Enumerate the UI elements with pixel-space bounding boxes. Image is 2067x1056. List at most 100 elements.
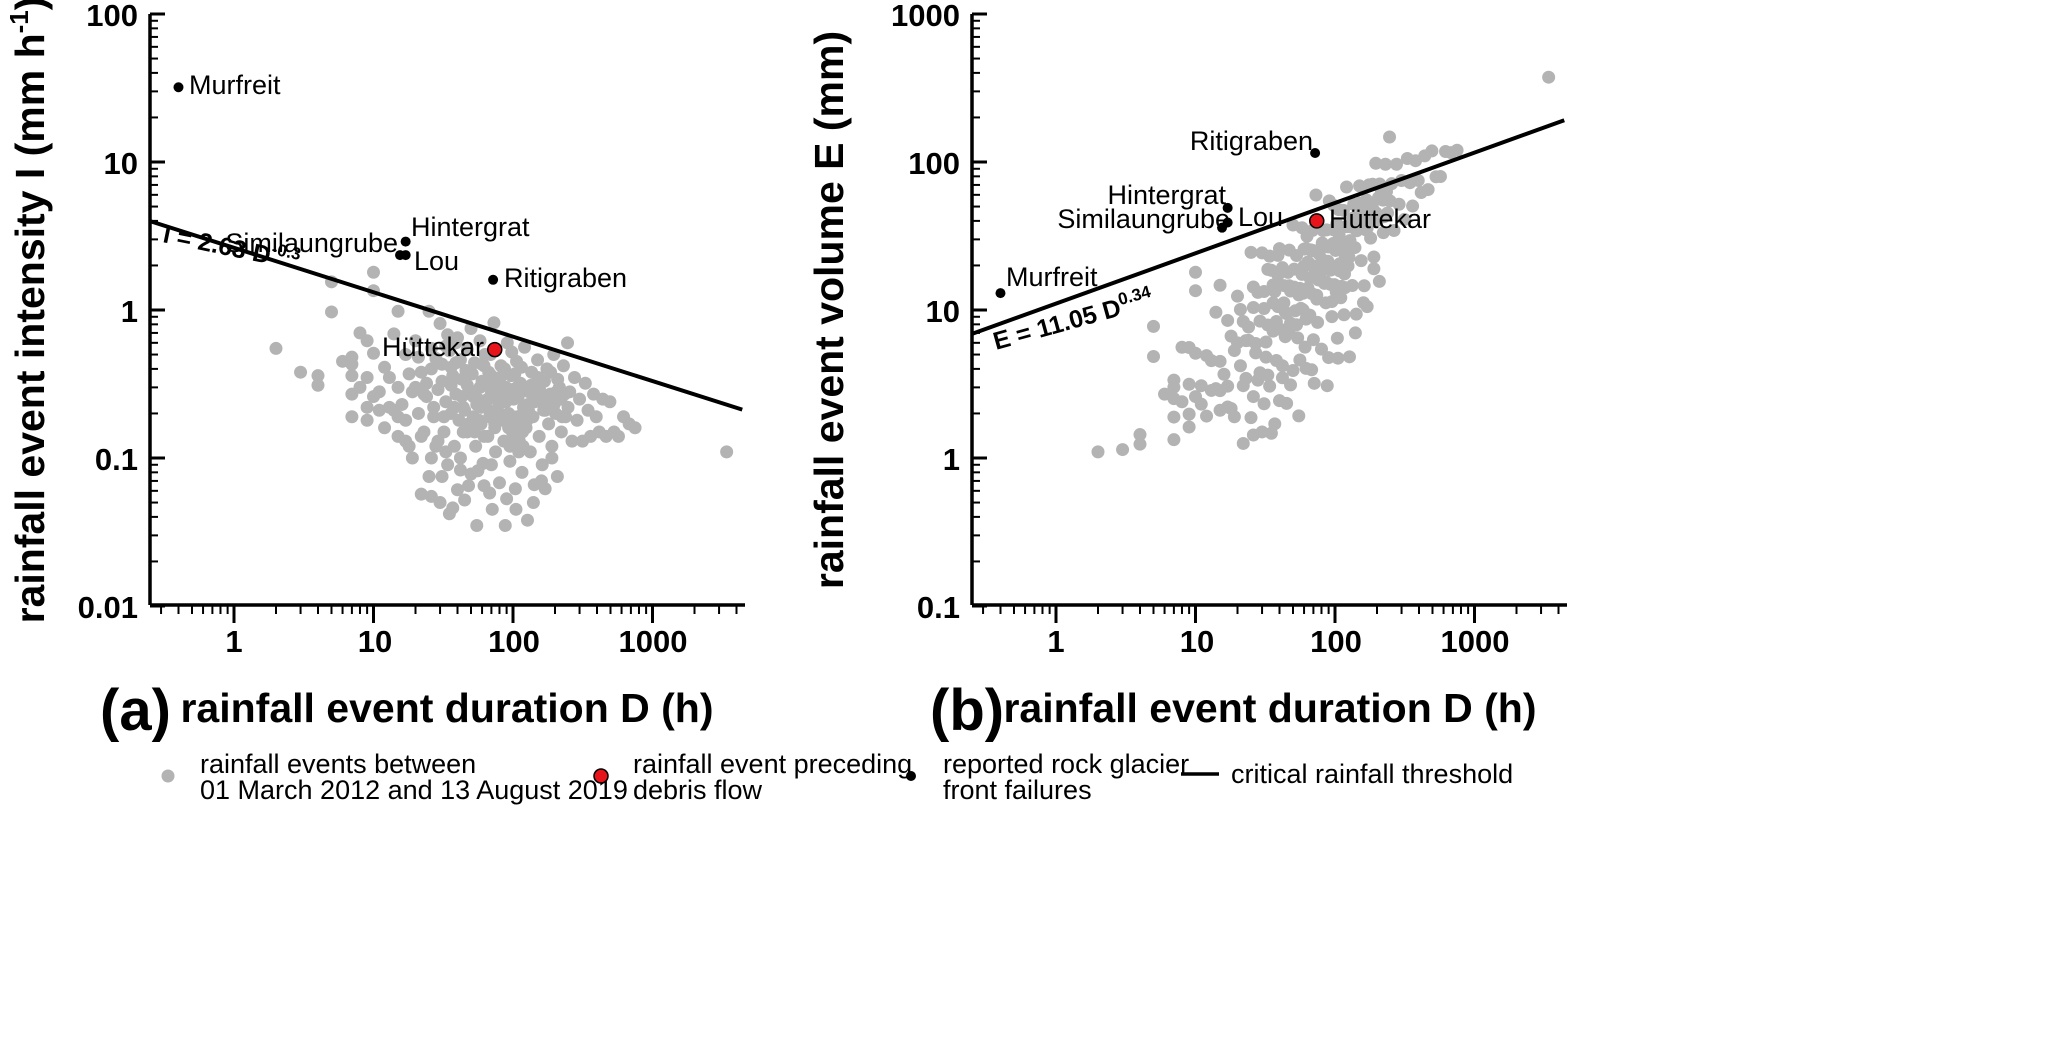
rainfall-event-point: [460, 343, 474, 357]
rainfall-event-point: [1244, 411, 1258, 425]
y-tick-label: 10: [104, 146, 138, 181]
y-tick-label: 0.01: [78, 590, 138, 625]
rainfall-event-point: [1221, 400, 1235, 414]
failure-label-lou-a: Lou: [414, 246, 459, 276]
rainfall-event-point: [1311, 315, 1325, 329]
rainfall-event-point: [1213, 278, 1227, 292]
rainfall-event-point: [1236, 436, 1250, 450]
rainfall-event-point: [509, 502, 523, 516]
rainfall-event-point: [1542, 70, 1556, 84]
legend-label-black-line2: front failures: [943, 775, 1092, 805]
rainfall-event-point: [1371, 191, 1385, 205]
x-tick-label: 10: [358, 624, 392, 659]
rainfall-event-point: [1330, 331, 1344, 345]
y-axis-label-a: rainfall event intensity I (mm h-1): [4, 0, 53, 623]
rainfall-event-point: [417, 387, 431, 401]
rainfall-event-point: [1332, 228, 1346, 242]
rainfall-event-point: [1372, 274, 1386, 288]
x-tick-label: 1000: [619, 624, 688, 659]
rainfall-event-point: [447, 400, 461, 414]
rainfall-event-point: [382, 370, 396, 384]
rainfall-event-point: [475, 357, 489, 371]
rainfall-event-point: [532, 429, 546, 443]
panel-b: 1000 100 10 1 0.1 1 10 100 1000 rainfall…: [806, 0, 1567, 743]
failure-label-murfreit-b: Murfreit: [1006, 262, 1098, 292]
rainfall-event-point: [395, 397, 409, 411]
rainfall-event-point: [414, 365, 428, 379]
rainfall-event-point: [439, 445, 453, 459]
rainfall-event-point: [565, 434, 579, 448]
rainfall-event-point: [439, 339, 453, 353]
rainfall-event-point: [1330, 217, 1344, 231]
rainfall-event-point: [1227, 410, 1241, 424]
rainfall-event-point: [1182, 420, 1196, 434]
failure-marker-hintergrat-a: [400, 236, 411, 247]
rainfall-event-point: [453, 463, 467, 477]
rainfall-event-point: [1147, 350, 1161, 364]
rainfall-event-point: [1349, 307, 1363, 321]
rainfall-event-point: [399, 348, 413, 362]
rainfall-event-point: [1378, 157, 1392, 171]
y-tick-label: 1000: [891, 0, 960, 33]
rainfall-event-point: [1340, 180, 1354, 194]
rainfall-event-point: [1269, 315, 1283, 329]
rainfall-event-point: [520, 513, 534, 527]
rainfall-event-point: [521, 403, 535, 417]
rainfall-event-point: [435, 374, 449, 388]
rainfall-event-point: [578, 376, 592, 390]
rainfall-event-point: [437, 410, 451, 424]
rainfall-event-point: [311, 378, 325, 392]
rainfall-event-point: [1175, 395, 1189, 409]
rainfall-event-point: [1257, 302, 1271, 316]
rainfall-event-point: [473, 334, 487, 348]
rainfall-event-point: [378, 360, 392, 374]
y-tick-label: 0.1: [917, 590, 960, 625]
rainfall-event-point: [1376, 226, 1390, 240]
rainfall-event-point: [408, 334, 422, 348]
rainfall-event-point: [1387, 223, 1401, 237]
rainfall-event-point: [1359, 193, 1373, 207]
rainfall-event-point: [405, 451, 419, 465]
rainfall-event-point: [458, 493, 472, 507]
rainfall-event-point: [1336, 203, 1350, 217]
rainfall-event-point: [489, 445, 503, 459]
rainfall-event-point: [516, 425, 530, 439]
rainfall-event-point: [450, 483, 464, 497]
rainfall-event-point: [1357, 279, 1371, 293]
x-tick-label: 100: [488, 624, 540, 659]
rainfall-event-point: [465, 367, 479, 381]
rainfall-event-point: [1091, 445, 1105, 459]
rainfall-event-point: [1406, 199, 1420, 213]
rainfall-event-point: [1343, 239, 1357, 253]
rainfall-event-point: [1338, 281, 1352, 295]
rainfall-event-point: [1320, 223, 1334, 237]
rainfall-event-point: [1167, 410, 1181, 424]
rainfall-event-point: [527, 392, 541, 406]
rainfall-event-point: [487, 387, 501, 401]
x-tick-label: 1: [225, 624, 242, 659]
rainfall-event-point: [424, 451, 438, 465]
failure-marker-ritigraben-a: [488, 274, 499, 285]
rainfall-events-series-a: [269, 265, 734, 532]
rainfall-event-point: [345, 369, 359, 383]
x-ticks-a: [160, 605, 738, 623]
rainfall-event-point: [1194, 397, 1208, 411]
rainfall-event-point: [1266, 278, 1280, 292]
rainfall-event-point: [435, 469, 449, 483]
rainfall-event-point: [1133, 437, 1147, 451]
rainfall-event-point: [411, 406, 425, 420]
rainfall-event-point: [551, 372, 565, 386]
rainfall-event-point: [391, 410, 405, 424]
legend-label-gray-line1: rainfall events between: [200, 749, 476, 779]
legend-label-gray-line2: 01 March 2012 and 13 August 2019: [200, 775, 628, 805]
rainfall-event-point: [469, 439, 483, 453]
rainfall-event-point: [1309, 188, 1323, 202]
y-axis-label-a-main: rainfall event intensity I (mm h: [7, 33, 53, 623]
rainfall-event-point: [1287, 262, 1301, 276]
rainfall-event-point: [1307, 376, 1321, 390]
rainfall-event-point: [1167, 433, 1181, 447]
rainfall-event-point: [545, 439, 559, 453]
rainfall-event-point: [1189, 265, 1202, 279]
legend-label-red-line1: rainfall event preceding: [633, 749, 912, 779]
rainfall-event-point: [1364, 231, 1378, 245]
